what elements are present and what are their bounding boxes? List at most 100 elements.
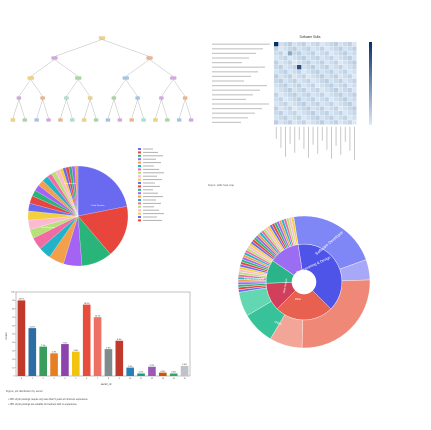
- heatmap-cell: [320, 111, 325, 116]
- pie-slice-label: Data Analyst: [64, 182, 77, 185]
- heatmap-col-label: [321, 126, 323, 141]
- heatmap-cell: [343, 65, 348, 70]
- heatmap-cell: [287, 69, 293, 74]
- heatmap-cell: [347, 60, 352, 65]
- tree-node: [70, 118, 75, 122]
- heatmap-cell: [352, 106, 357, 111]
- tree-node: [141, 118, 146, 122]
- heatmap-cell: [297, 78, 302, 84]
- heatmap-cell: [329, 42, 334, 47]
- heatmap-cell: [278, 101, 283, 107]
- heatmap-cell: [320, 106, 325, 111]
- heatmap-cell: [315, 65, 320, 70]
- heatmap-cell: [292, 51, 297, 56]
- heatmap-cell: [338, 78, 343, 84]
- tree-node: [129, 118, 134, 122]
- bar: [115, 340, 124, 376]
- tree-node: [34, 118, 39, 122]
- heatmap-cell: [283, 60, 288, 65]
- heatmap-cell: [310, 120, 316, 125]
- heatmap-cell: [292, 115, 297, 120]
- heatmap-cell: [301, 83, 306, 88]
- heatmap-cell: [315, 111, 320, 116]
- bar-value-label: 11.5%: [30, 326, 36, 328]
- heatmap-cell: [278, 51, 283, 56]
- heatmap-cell: [333, 120, 339, 125]
- heatmap-cell: [324, 92, 329, 97]
- heatmap-cell: [301, 106, 306, 111]
- heatmap-cell: [338, 74, 343, 79]
- pie-legend-swatch: [138, 209, 141, 212]
- heatmap-cell: [274, 60, 279, 65]
- heatmap-cell: [320, 83, 325, 88]
- heatmap-cell: [306, 115, 311, 120]
- heatmap-cell: [324, 55, 329, 61]
- sunburst-panel: Software Developer Programming & Design Da…: [232, 210, 377, 355]
- heatmap-cell: [338, 46, 343, 51]
- tree-node: [27, 76, 34, 80]
- heatmap-cell: [306, 120, 311, 125]
- heatmap-cell: [297, 69, 302, 74]
- heatmap-col-label: [289, 126, 291, 144]
- heatmap-cell: [352, 111, 357, 116]
- tree-edge: [184, 99, 192, 119]
- heatmap-cell: [338, 51, 343, 56]
- pie-legend-swatch: [138, 148, 141, 150]
- heatmap-row-label: [212, 62, 242, 64]
- heatmap-colorbar: [369, 42, 372, 125]
- heatmap-cell: [343, 101, 348, 107]
- heatmap-cell: [292, 106, 297, 111]
- tree-node: [146, 56, 153, 60]
- heatmap-cell: [287, 120, 293, 125]
- heatmap-cell: [324, 51, 329, 56]
- bar-y-tick-label: 10: [12, 367, 15, 369]
- heatmap-cell: [320, 97, 325, 102]
- heatmap-col-label: [298, 126, 300, 140]
- heatmap-cell: [347, 88, 352, 93]
- heatmap-cell: [310, 115, 316, 120]
- heatmap-panel: Software Skills Figure: skills heat map: [208, 32, 378, 192]
- heatmap-row-label: [212, 71, 258, 73]
- heatmap-cell: [329, 97, 334, 102]
- tree-edge: [54, 59, 79, 77]
- pie-legend-swatch: [138, 202, 141, 205]
- heatmap-cell: [315, 42, 320, 47]
- bar: [104, 349, 113, 376]
- heatmap-cell: [352, 92, 357, 97]
- tree-edge: [66, 79, 79, 97]
- sunburst-label: Data Analyst: [282, 278, 289, 293]
- tree-node: [170, 76, 177, 80]
- heatmap-cell: [292, 88, 297, 93]
- bar-y-tick-label: 50: [12, 334, 15, 336]
- heatmap-cell: [352, 46, 357, 51]
- pie-slice: [74, 165, 79, 217]
- heatmap-cell: [352, 88, 357, 93]
- heatmap-cell: [315, 46, 320, 51]
- tree-edge: [36, 99, 43, 119]
- heatmap-cell: [301, 51, 306, 56]
- pie-legend-label: [143, 206, 154, 208]
- heatmap-cell: [301, 78, 306, 84]
- heatmap-cell: [310, 74, 316, 79]
- bar-svg: sector_id Count Figure: job distribution…: [4, 292, 191, 406]
- tree-edge: [125, 79, 138, 97]
- heatmap-cell: [310, 60, 316, 65]
- tree-edge: [42, 99, 49, 119]
- heatmap-col-label: [326, 126, 328, 150]
- tree-node: [82, 118, 87, 122]
- heatmap-cell: [333, 97, 339, 102]
- heatmap-cell: [343, 88, 348, 93]
- heatmap-cell: [306, 83, 311, 88]
- tree-edge: [125, 59, 150, 77]
- bar-x-tick-label: 9: [119, 378, 121, 380]
- heatmap-cell: [301, 115, 306, 120]
- bar-xlabel: sector_id: [101, 382, 112, 386]
- pie-panel: Data Science Data Analyst Data Engineer: [20, 140, 180, 290]
- heatmap-cell: [310, 88, 316, 93]
- heatmap-cell: [274, 78, 279, 84]
- bar-ylabel: Count: [4, 332, 8, 339]
- heatmap-cell: [320, 69, 325, 74]
- bar: [148, 366, 156, 376]
- heatmap-cell: [329, 74, 334, 79]
- heatmap-cell: [306, 42, 311, 47]
